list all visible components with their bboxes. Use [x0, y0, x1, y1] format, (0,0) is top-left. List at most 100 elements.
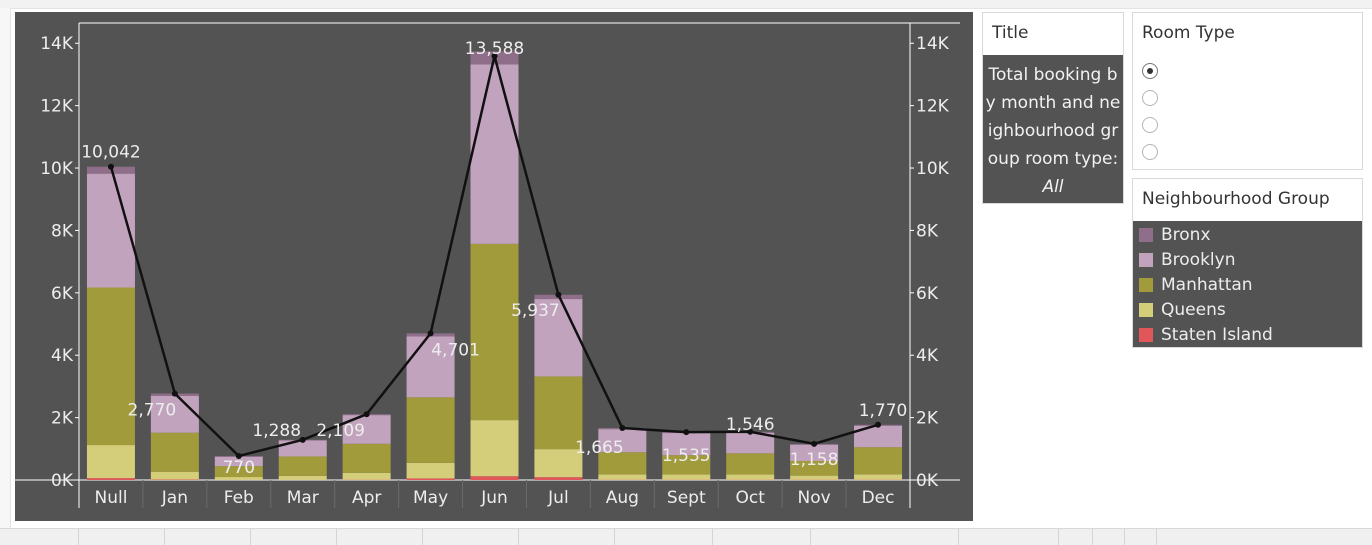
left-gutter: [0, 8, 11, 528]
title-text-main: Total booking by month and neighbourhood…: [986, 65, 1121, 169]
legend-item-brooklyn[interactable]: Brooklyn: [1139, 249, 1235, 271]
sheet-tab-divider: [1156, 529, 1157, 545]
total-data-label: 1,770: [859, 401, 908, 421]
x-tick-label: Dec: [862, 488, 895, 508]
total-data-label: 1,665: [575, 438, 624, 458]
x-tick-label: Jul: [547, 488, 569, 508]
y-tick-label-right: 14K: [916, 34, 950, 54]
x-tick-label: Nov: [798, 488, 831, 508]
sheet-tab-divider: [336, 529, 337, 545]
x-tick-label: Apr: [352, 488, 381, 508]
room-type-radio-4[interactable]: [1142, 144, 1158, 160]
sheet-tab-divider: [614, 529, 615, 545]
title-card: Title Total booking by month and neighbo…: [982, 12, 1124, 204]
bar-segment-staten-island: [87, 478, 135, 480]
sheet-tabs-bar: [0, 528, 1372, 545]
bar-segment-manhattan: [854, 447, 902, 474]
legend-label: Brooklyn: [1161, 250, 1235, 270]
room-type-filter: Room Type: [1132, 12, 1363, 170]
sheet-tab-divider: [1092, 529, 1093, 545]
total-data-label: 5,937: [511, 301, 560, 321]
legend-label: Manhattan: [1161, 275, 1253, 295]
neighbourhood-legend: Neighbourhood Group Bronx Brooklyn Manha…: [1132, 178, 1363, 348]
total-point: [683, 429, 689, 435]
bar-segment-staten-island: [407, 478, 455, 480]
legend-item-staten-island[interactable]: Staten Island: [1139, 324, 1273, 346]
bar-segment-staten-island: [534, 477, 582, 480]
x-tick-label: Feb: [224, 488, 254, 508]
legend-label: Bronx: [1161, 225, 1211, 245]
bar-segment-manhattan: [343, 444, 391, 473]
bar-segment-queens: [87, 445, 135, 478]
room-type-radio-2[interactable]: [1142, 90, 1158, 106]
bar-segment-queens: [151, 472, 199, 480]
y-tick-label-left: 10K: [40, 159, 74, 179]
legend-item-manhattan[interactable]: Manhattan: [1139, 274, 1253, 296]
total-data-label: 1,546: [726, 415, 775, 435]
x-tick-label: Sept: [667, 488, 706, 508]
legend-label: Staten Island: [1161, 325, 1273, 345]
legend-body: Bronx Brooklyn Manhattan Queens Staten I…: [1133, 221, 1362, 347]
y-tick-label-right: 2K: [916, 409, 939, 429]
legend-swatch: [1139, 228, 1153, 242]
total-point: [364, 411, 370, 417]
x-tick-label: Aug: [606, 488, 639, 508]
y-tick-label-right: 8K: [916, 221, 939, 241]
sheet-tab-divider: [422, 529, 423, 545]
legend-swatch: [1139, 328, 1153, 342]
x-tick-label: Oct: [735, 488, 765, 508]
y-tick-label-left: 4K: [51, 346, 74, 366]
bar-segment-queens: [407, 463, 455, 479]
total-data-label: 2,109: [316, 421, 365, 441]
sheet-tab-divider: [810, 529, 811, 545]
y-tick-label-right: 4K: [916, 346, 939, 366]
total-data-label: 4,701: [431, 340, 480, 360]
total-point: [555, 292, 561, 298]
total-data-label: 1,288: [252, 421, 301, 441]
legend-swatch: [1139, 278, 1153, 292]
bar-segment-manhattan: [279, 456, 327, 475]
y-tick-label-right: 10K: [916, 159, 950, 179]
y-tick-label-left: 6K: [51, 284, 74, 304]
total-data-label: 1,535: [662, 446, 711, 466]
legend-item-queens[interactable]: Queens: [1139, 299, 1226, 321]
bar-segment-queens: [471, 420, 519, 476]
legend-swatch: [1139, 253, 1153, 267]
legend-swatch: [1139, 303, 1153, 317]
bar-segment-manhattan: [151, 433, 199, 472]
toolbar-strip: [0, 0, 1372, 9]
legend-label: Queens: [1161, 300, 1226, 320]
bar-segment-brooklyn: [471, 64, 519, 243]
bar-segment-queens: [598, 474, 646, 479]
sheet-tab-divider: [1124, 529, 1125, 545]
bar-segment-manhattan: [87, 288, 135, 446]
total-data-label: 10,042: [81, 143, 140, 163]
y-tick-label-left: 8K: [51, 221, 74, 241]
x-tick-label: Mar: [287, 488, 319, 508]
sheet-tab-divider: [518, 529, 519, 545]
dashboard-title: Total booking by month and neighbourhood…: [983, 55, 1123, 201]
title-card-body: Total booking by month and neighbourhood…: [983, 55, 1123, 203]
y-tick-label-left: 12K: [40, 97, 74, 117]
sheet-tab-divider: [250, 529, 251, 545]
bar-segment-queens: [662, 475, 710, 480]
bar-segment-staten-island: [471, 476, 519, 480]
bar-segment-queens: [279, 476, 327, 480]
legend-item-bronx[interactable]: Bronx: [1139, 224, 1211, 246]
room-type-radio-1[interactable]: [1142, 63, 1158, 79]
x-tick-label: Jan: [161, 488, 188, 508]
sheet-tab-divider: [712, 529, 713, 545]
room-type-radio-3[interactable]: [1142, 117, 1158, 133]
total-point: [875, 422, 881, 428]
sheet-tab-divider: [78, 529, 79, 545]
title-card-header: Title: [983, 13, 1123, 55]
x-tick-label: Null: [94, 488, 127, 508]
bar-segment-queens: [343, 473, 391, 480]
y-tick-label-left: 0K: [51, 471, 74, 491]
total-data-label: 2,770: [128, 401, 177, 421]
sheet-tab-divider: [958, 529, 959, 545]
total-point: [811, 441, 817, 447]
total-point: [108, 164, 114, 170]
